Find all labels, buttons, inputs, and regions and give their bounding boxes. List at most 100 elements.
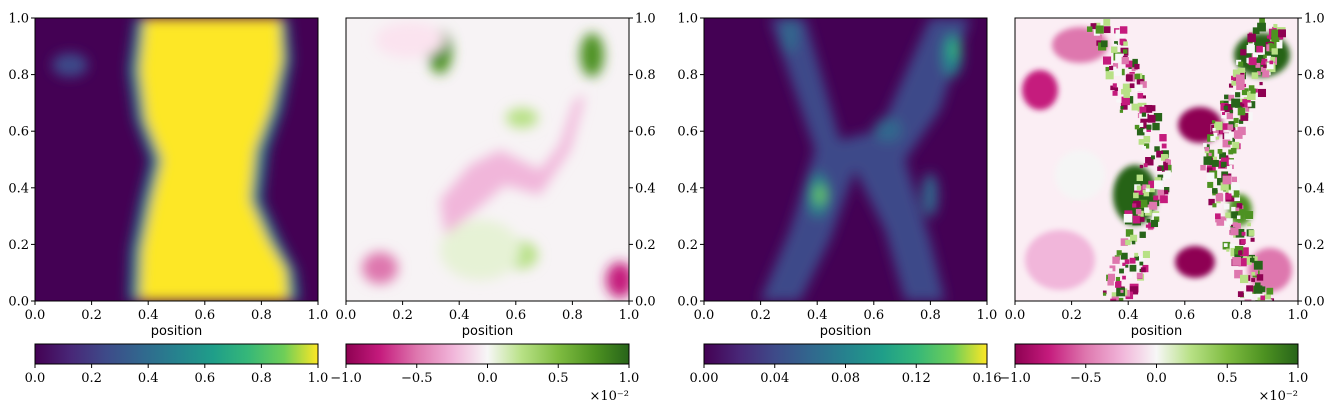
noise-cell (1151, 155, 1155, 160)
noise-cell (1111, 46, 1118, 53)
noise-cell (1228, 94, 1235, 101)
noise-cell (1121, 96, 1130, 106)
panel-2-heatmap (346, 18, 629, 301)
noise-cell (1110, 85, 1115, 91)
y-tick-label: 1.0 (1304, 12, 1325, 27)
noise-cell (1157, 195, 1162, 200)
noise-cell (1234, 123, 1239, 128)
panel-4-frame (1014, 17, 1299, 302)
y-tick-label: 0.4 (677, 181, 698, 196)
noise-cell (1125, 239, 1131, 246)
noise-cell (1164, 187, 1170, 193)
noise-cell (1217, 192, 1223, 198)
noise-cell (1125, 229, 1134, 237)
noise-cell (1235, 228, 1245, 238)
noise-cell (1133, 260, 1143, 270)
noise-cell (1148, 185, 1155, 193)
colorbar-tick-label: 0.5 (1217, 371, 1238, 386)
noise-cell (1244, 107, 1250, 112)
noise-cell (1227, 173, 1232, 177)
noise-cell (1228, 149, 1234, 155)
noise-cell (1212, 203, 1217, 208)
x-tick-label: 0.4 (138, 308, 159, 323)
noise-cell (1159, 134, 1167, 142)
noise-cell (1130, 234, 1138, 242)
noise-cell (1129, 257, 1136, 264)
colorbar-tick-label: 0.6 (194, 371, 215, 386)
x-tick-label: 0.6 (194, 308, 215, 323)
noise-cell (1250, 88, 1256, 94)
noise-cell (1164, 190, 1169, 195)
noise-cell (1259, 286, 1266, 293)
noise-cell (1119, 109, 1124, 113)
noise-cell (1225, 212, 1231, 218)
noise-cell (1269, 44, 1277, 52)
y-tick-label: 0.4 (1304, 181, 1325, 196)
noise-cell (1111, 292, 1118, 298)
colorbar-tick-label: 0.5 (548, 371, 569, 386)
noise-cell (1139, 217, 1145, 222)
noise-cell (1260, 300, 1269, 301)
noise-cell (1265, 38, 1269, 43)
noise-cell (1224, 94, 1229, 100)
noise-cell (1125, 74, 1133, 82)
y-tick-label: 0.0 (8, 295, 29, 310)
noise-cell (1132, 203, 1137, 208)
noise-cell (1251, 271, 1256, 276)
noise-cell (1123, 91, 1130, 98)
noise-cell (1223, 221, 1230, 228)
noise-cell (1246, 44, 1255, 54)
noise-cell (1251, 278, 1256, 282)
noise-cell (1145, 157, 1154, 166)
noise-cell (1257, 22, 1266, 32)
noise-cell (1136, 127, 1145, 136)
noise-cell (1144, 143, 1150, 149)
noise-cell (1238, 214, 1243, 219)
noise-cell (1139, 164, 1144, 169)
noise-cell (1138, 139, 1145, 145)
noise-cell (1219, 152, 1226, 160)
noise-cell (1134, 252, 1139, 257)
x-tick-label: 0.2 (750, 308, 771, 323)
noise-cell (1203, 143, 1207, 147)
noise-cell (1252, 52, 1259, 58)
noise-cell (1119, 26, 1128, 34)
colorbar-tick-label: 1.0 (308, 371, 329, 386)
y-tick-label: 0.8 (1304, 68, 1325, 83)
noise-cell (1097, 34, 1102, 39)
x-axis-label: position (462, 324, 514, 339)
noise-cell (1238, 119, 1244, 124)
noise-cell (1247, 33, 1256, 43)
noise-cell (1153, 216, 1160, 222)
noise-cell (1122, 262, 1126, 266)
noise-cell (1153, 195, 1159, 201)
x-axis-label: position (1131, 324, 1183, 339)
noise-cell (1240, 49, 1247, 56)
colorbar-multiplier: ×10⁻² (589, 389, 629, 404)
panel-4-heatmap (1015, 18, 1298, 301)
noise-cell (1140, 267, 1146, 273)
colorbar-tick-label: 0.8 (251, 371, 272, 386)
noise-cell (1134, 63, 1140, 70)
noise-cell (1235, 92, 1241, 98)
noise-cell (1239, 102, 1243, 106)
x-tick-label: 1.0 (977, 308, 998, 323)
noise-cell (1263, 64, 1267, 68)
noise-cell (1231, 176, 1237, 183)
noise-cell (1148, 180, 1156, 188)
noise-cell (1120, 238, 1129, 246)
noise-cell (1114, 87, 1119, 91)
noise-cell (1237, 291, 1244, 298)
noise-cell (1212, 156, 1217, 161)
colorbar-1 (34, 343, 319, 365)
noise-cell (1222, 123, 1230, 130)
noise-cell (1139, 122, 1144, 127)
noise-cell (1163, 161, 1168, 167)
noise-cell (1210, 136, 1216, 142)
noise-cell (1144, 207, 1150, 213)
noise-cell (1115, 282, 1121, 288)
noise-cell (1212, 188, 1218, 194)
noise-cell (1119, 38, 1126, 45)
noise-cell (1165, 159, 1170, 163)
